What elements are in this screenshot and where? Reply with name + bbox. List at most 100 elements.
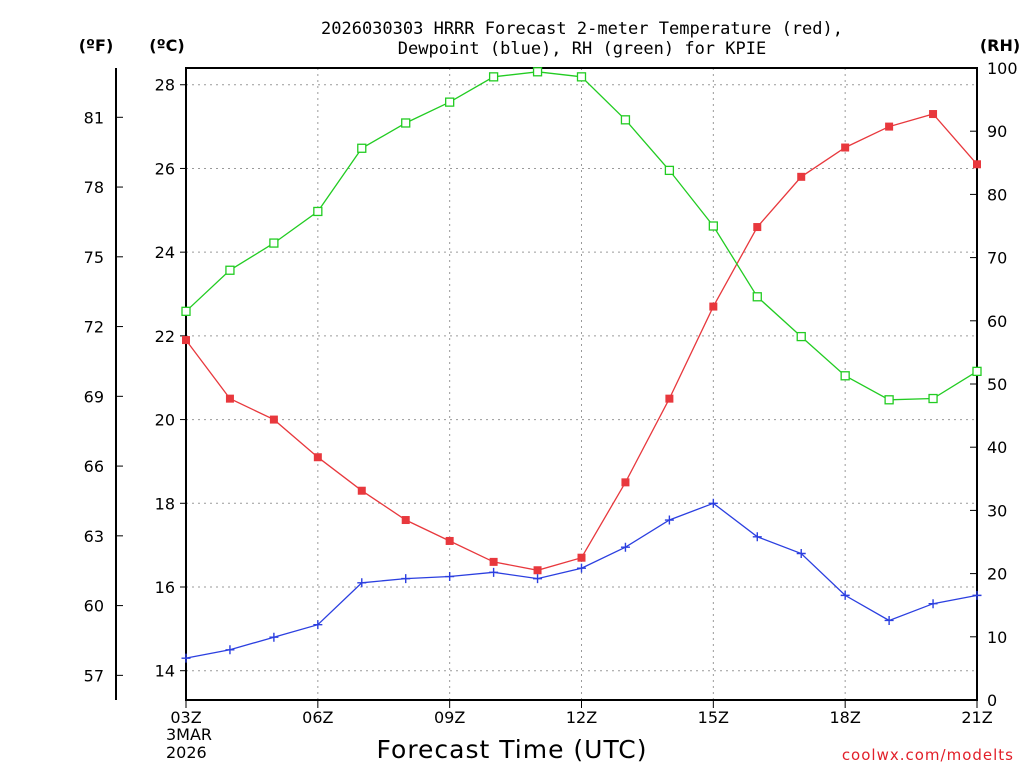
- dewpoint-point: [840, 590, 850, 600]
- time-tick-label: 18Z: [830, 708, 861, 727]
- rh-point: [488, 72, 499, 82]
- date-label-day: 3MAR: [166, 725, 212, 744]
- dewpoint-point: [401, 574, 411, 584]
- temperature-point: [357, 486, 366, 495]
- time-tick-label: 21Z: [961, 708, 992, 727]
- rh-tick-label: 60: [987, 312, 1007, 331]
- celsius-tick-label: 14: [155, 662, 175, 681]
- rh-axis: 0 10 20 30 40 50 60 70 80 90 100: [970, 59, 1018, 710]
- dewpoint-point: [708, 498, 718, 508]
- dewpoint-point: [533, 574, 543, 584]
- rh-point: [972, 366, 982, 377]
- dewpoint-line: [185, 502, 978, 659]
- time-tick-label: 09Z: [434, 708, 465, 727]
- rh-point: [357, 143, 367, 153]
- rh-point: [664, 165, 675, 176]
- temperature-point: [885, 122, 894, 131]
- rh-tick-label: 0: [987, 691, 997, 710]
- rh-tick-label: 30: [987, 501, 1007, 520]
- dewpoint-point: [313, 620, 323, 630]
- rh-point: [225, 265, 235, 275]
- dewpoint-point: [181, 653, 191, 663]
- rh-point: [445, 97, 455, 107]
- dewpoint-point: [489, 567, 499, 577]
- celsius-tick-label: 26: [155, 159, 175, 178]
- fahrenheit-tick-label: 66: [84, 457, 104, 476]
- rh-point: [576, 72, 587, 82]
- temperature-point: [445, 536, 454, 545]
- temperature-point: [753, 223, 762, 232]
- dewpoint-point: [445, 572, 455, 582]
- rh-point: [840, 371, 850, 381]
- rh-point: [532, 67, 543, 77]
- rh-point: [884, 395, 894, 405]
- temperature-point: [577, 553, 586, 562]
- fahrenheit-unit-label: (ºF): [79, 36, 114, 55]
- plot-frame: [185, 67, 978, 701]
- dewpoint-point: [357, 578, 367, 588]
- dewpoint-point: [928, 599, 938, 609]
- temperature-point: [489, 557, 498, 566]
- rh-tick-label: 90: [987, 122, 1007, 141]
- celsius-tick-label: 28: [155, 76, 175, 95]
- temperature-point: [621, 478, 630, 487]
- celsius-tick-label: 24: [155, 243, 175, 262]
- x-axis-title: Forecast Time (UTC): [377, 735, 648, 764]
- celsius-tick-label: 18: [155, 494, 175, 513]
- dewpoint-point: [620, 542, 630, 552]
- temperature-point: [929, 110, 938, 119]
- time-tick-label: 03Z: [170, 708, 201, 727]
- fahrenheit-tick-label: 63: [84, 527, 104, 546]
- fahrenheit-tick-label: 78: [84, 178, 104, 197]
- rh-point: [181, 306, 191, 316]
- fahrenheit-tick-label: 75: [84, 248, 104, 267]
- time-axis: 03Z 06Z 09Z 12Z 15Z 18Z 21Z: [170, 700, 993, 727]
- series-rh: [181, 67, 982, 405]
- dewpoint-point: [225, 645, 235, 655]
- celsius-axis: 14 16 18 20 22 24 26 28: [155, 76, 186, 681]
- fahrenheit-tick-label: 60: [84, 597, 104, 616]
- celsius-tick-label: 16: [155, 578, 175, 597]
- rh-point: [928, 393, 938, 404]
- fahrenheit-tick-label: 69: [84, 387, 104, 406]
- temperature-point: [225, 394, 234, 403]
- rh-point: [752, 292, 762, 302]
- rh-tick-label: 40: [987, 438, 1007, 457]
- rh-tick-label: 10: [987, 628, 1007, 647]
- time-tick-label: 15Z: [698, 708, 729, 727]
- rh-unit-label: (RH): [980, 36, 1020, 55]
- credit-label: coolwx.com/modelts: [842, 746, 1014, 764]
- fahrenheit-tick-label: 72: [84, 318, 104, 337]
- dewpoint-point: [664, 515, 674, 525]
- fahrenheit-tick-label: 57: [84, 666, 104, 685]
- series-temperature: [182, 110, 981, 575]
- temperature-point: [313, 453, 322, 462]
- temperature-point: [797, 172, 806, 181]
- temperature-point: [841, 143, 850, 152]
- rh-tick-label: 80: [987, 185, 1007, 204]
- celsius-unit-label: (ºC): [149, 36, 184, 55]
- temperature-point: [665, 394, 674, 403]
- dewpoint-point: [577, 563, 586, 573]
- dewpoint-point: [796, 549, 806, 559]
- celsius-tick-label: 22: [155, 327, 175, 346]
- rh-point: [401, 118, 411, 128]
- temperature-point: [709, 302, 718, 311]
- time-tick-label: 06Z: [302, 708, 333, 727]
- rh-point: [796, 331, 806, 342]
- temperature-point: [973, 160, 981, 169]
- series-layer: [181, 67, 982, 663]
- rh-point: [708, 221, 718, 231]
- dewpoint-point: [884, 615, 894, 625]
- rh-tick-label: 100: [987, 59, 1018, 78]
- dewpoint-point: [269, 632, 279, 642]
- temperature-point: [401, 516, 410, 525]
- dewpoint-point: [972, 590, 982, 600]
- fahrenheit-axis: 57 60 63 66 69 72 75 78 81: [84, 108, 123, 685]
- series-dewpoint: [181, 498, 982, 663]
- rh-point: [313, 206, 323, 217]
- temperature-point: [533, 566, 542, 575]
- celsius-tick-label: 20: [155, 411, 175, 430]
- date-label-year: 2026: [166, 743, 207, 762]
